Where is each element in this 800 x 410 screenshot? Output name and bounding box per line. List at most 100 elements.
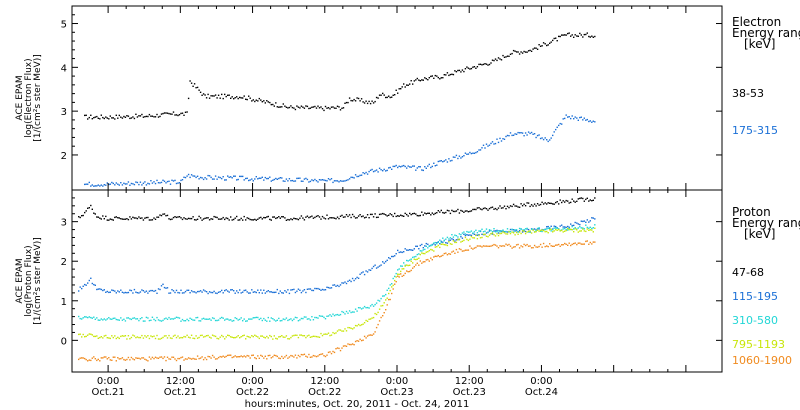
point-proton-4-5-12 [342,345,345,347]
point-proton-1-11-15 [371,267,373,270]
point-proton-0-1-1 [91,208,93,210]
point-proton-4-6-4 [354,340,357,343]
point-proton-4-0-9 [91,357,93,359]
point-proton-3-3-3 [233,337,235,339]
point-proton-3-14-2 [532,229,534,231]
point-electron-0-11-11 [365,100,367,102]
point-electron-1-1-12 [126,183,128,185]
series-electron-0 [84,32,596,120]
point-proton-3-3-30 [273,335,275,337]
point-proton-4-2-2 [171,356,173,358]
point-proton-0-9-26 [327,218,330,220]
point-proton-2-15-0 [565,229,567,231]
xtick-day-1: Oct.21 [164,387,197,398]
point-proton-4-13-0 [493,243,495,246]
point-electron-1-17-11 [527,131,530,133]
point-proton-3-6-14 [369,318,372,320]
point-proton-3-12-13 [488,234,491,236]
point-proton-0-9-12 [306,215,309,217]
point-electron-0-6-10 [219,97,221,99]
point-proton-2-3-39 [287,319,289,322]
point-proton-0-12-34 [520,203,522,205]
point-proton-1-8-17 [254,291,256,293]
point-proton-2-3-19 [257,316,259,319]
point-proton-2-14-14 [550,230,552,232]
point-electron-1-17-1 [512,134,515,136]
point-electron-1-2-3 [148,183,151,185]
point-electron-0-9-4 [330,106,333,108]
point-proton-0-7-20 [222,216,224,219]
point-electron-0-16-0 [421,79,423,81]
point-proton-2-9-6 [406,259,408,262]
point-proton-4-15-12 [583,243,585,245]
point-proton-1-1-2 [93,283,95,286]
point-electron-1-6-18 [267,177,269,180]
series-proton-1 [78,217,596,295]
point-proton-3-5-11 [341,330,343,332]
point-proton-2-3-17 [254,317,256,319]
point-proton-1-8-24 [264,292,266,294]
point-proton-0-4-0 [156,216,158,218]
point-proton-0-9-1 [290,218,292,220]
point-electron-1-5-10 [219,176,221,179]
point-proton-4-13-6 [502,245,504,247]
point-electron-1-6-17 [266,177,268,180]
point-proton-1-3-26 [147,292,149,294]
point-proton-3-13-21 [524,232,527,235]
point-proton-1-18-13 [512,229,515,231]
point-proton-1-9-22 [321,288,324,291]
point-electron-1-6-7 [251,178,253,180]
point-proton-0-11-36 [463,211,465,213]
point-proton-3-2-17 [193,337,196,340]
point-proton-3-4-8 [300,334,303,336]
point-proton-4-15-8 [577,242,579,244]
point-proton-0-5-1 [163,213,166,215]
point-electron-1-6-1 [242,175,244,178]
point-proton-1-3-5 [115,292,117,294]
point-proton-3-5-9 [338,329,340,331]
point-proton-0-12-15 [491,206,494,208]
point-electron-0-16-4 [427,79,429,81]
point-proton-3-14-21 [561,229,563,232]
point-proton-1-20-4 [571,224,573,227]
point-proton-0-13-40 [589,199,591,201]
point-proton-4-3-5 [236,356,238,358]
point-proton-2-1-22 [141,317,143,319]
point-proton-0-8-8 [240,217,242,220]
point-proton-1-11-10 [363,273,366,276]
point-proton-1-20-6 [574,221,576,224]
point-proton-3-13-17 [518,231,521,233]
point-proton-3-0-4 [84,336,86,338]
point-electron-0-8-19 [317,105,319,107]
point-proton-3-14-10 [544,231,546,233]
point-electron-0-9-8 [336,105,339,107]
point-electron-0-15-5 [410,80,412,82]
point-proton-2-3-34 [279,320,281,322]
point-electron-0-20-11 [527,50,530,52]
point-proton-1-17-0 [469,234,471,236]
point-electron-1-18-9 [542,138,545,141]
point-proton-2-7-0 [372,305,375,307]
point-proton-3-3-11 [245,338,247,340]
point-proton-2-4-5 [296,317,298,319]
point-electron-0-0-4 [90,114,92,116]
point-proton-4-3-38 [285,354,288,357]
point-proton-2-1-4 [114,317,116,319]
point-electron-1-12-0 [397,166,399,169]
point-proton-4-1-32 [156,357,158,359]
point-proton-2-10-15 [443,240,445,242]
point-proton-0-11-4 [415,213,417,215]
point-proton-3-9-12 [415,258,417,261]
point-electron-0-3-6 [183,114,185,116]
point-proton-0-8-21 [260,216,262,219]
point-proton-4-1-14 [129,359,131,361]
point-proton-0-3-10 [123,218,125,220]
point-proton-3-6-12 [366,320,369,322]
point-proton-0-9-31 [335,218,337,220]
point-proton-4-3-21 [260,354,262,357]
point-proton-3-3-13 [248,336,250,338]
point-proton-4-4-12 [306,356,309,358]
point-proton-2-6-0 [348,310,351,312]
point-proton-3-9-9 [410,260,412,262]
point-proton-2-11-12 [463,231,465,233]
